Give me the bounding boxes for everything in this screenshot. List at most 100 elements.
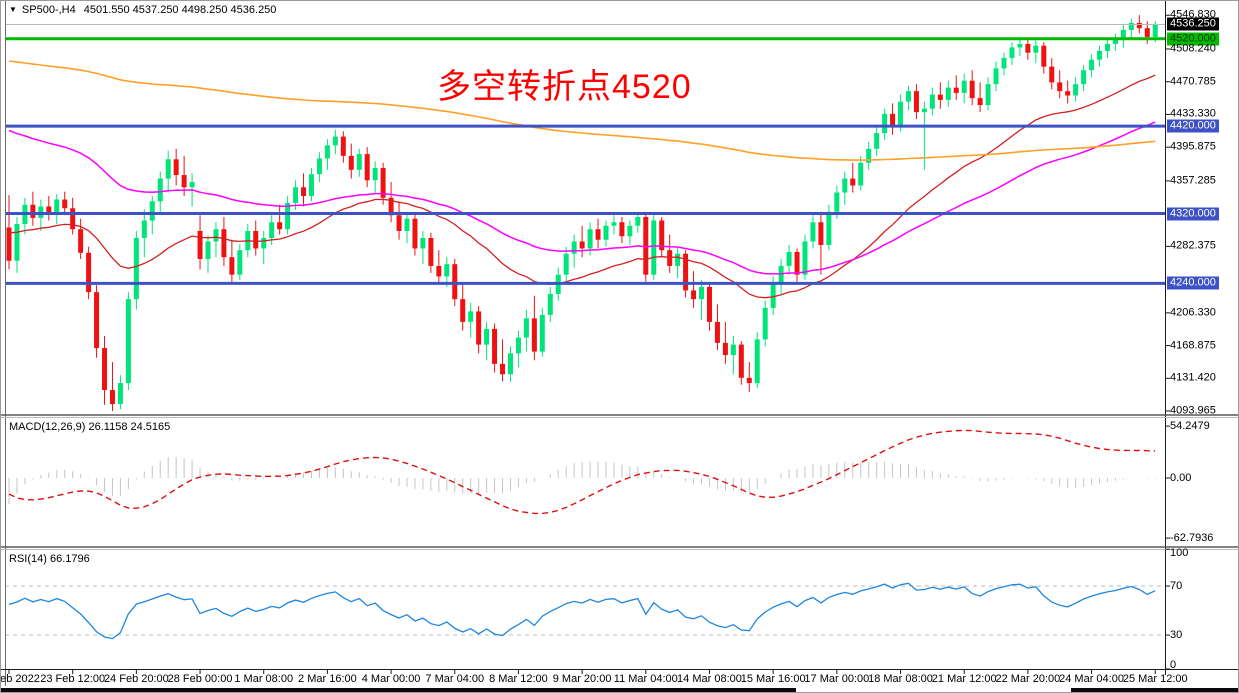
candle-bearish [691, 290, 697, 300]
chart-dropdown-icon[interactable]: ▼ [9, 5, 17, 14]
candle-bullish [1073, 84, 1079, 96]
candle-bullish [961, 80, 967, 93]
candle-bearish [1057, 82, 1063, 92]
time-tick-label: 17 Mar 00:00 [804, 673, 870, 685]
price-level-label-green: 4520.000 [1167, 32, 1219, 46]
candle-bullish [308, 174, 314, 197]
candle-bullish [730, 344, 736, 356]
taskbar-strip-left [1, 688, 796, 692]
price-tick-label: 4206.330 [1170, 306, 1216, 319]
candle-bullish [189, 182, 195, 188]
time-tick-label: 22 Feb 2022 [0, 673, 40, 685]
candle-bullish [205, 241, 211, 259]
candle-bullish [1097, 50, 1103, 60]
chart-title-overlay: ▼ SP500-,H4 4501.550 4537.250 4498.250 453… [9, 4, 276, 16]
candle-bearish [977, 98, 983, 106]
candle-bullish [261, 237, 267, 249]
candle-bullish [14, 223, 20, 261]
candle-bullish [404, 218, 410, 231]
candle-bearish [70, 208, 76, 230]
price-tick-label: 4168.875 [1170, 339, 1216, 352]
price-tick-label: 4093.965 [1170, 404, 1216, 417]
candle-bullish [293, 187, 299, 204]
price-level-label-blue: 4320.000 [1167, 207, 1219, 220]
candle-bearish [953, 87, 959, 93]
candle-bullish [826, 211, 832, 245]
candle-bullish [1009, 47, 1015, 58]
candle-bearish [94, 292, 100, 349]
candle-bullish [1104, 43, 1110, 51]
candle-bearish [277, 222, 283, 230]
price-level-label-blue: 4420.000 [1167, 119, 1219, 133]
ohlc-values: 4501.550 4537.250 4498.250 4536.250 [83, 4, 277, 16]
candle-bearish [428, 237, 434, 266]
candle-bearish [890, 113, 896, 127]
candle-bearish [619, 222, 625, 237]
candle-bearish [500, 363, 506, 375]
price-tick-label: 4395.875 [1170, 140, 1216, 153]
time-tick-label: 11 Mar 04:00 [613, 673, 678, 685]
time-tick-label: 1 Mar 08:00 [234, 673, 294, 685]
time-tick-label: 8 Mar 12:00 [489, 673, 548, 685]
candle-bullish [802, 241, 808, 275]
candle-bullish [157, 178, 163, 202]
pivot-annotation-text[interactable]: 多空转折点4520 [437, 68, 692, 106]
candle-bearish [197, 230, 203, 259]
candle-bullish [866, 148, 872, 163]
time-tick-label: 2 Mar 16:00 [298, 673, 357, 685]
candle-bearish [579, 241, 585, 249]
candle-bearish [746, 377, 752, 384]
candle-bullish [929, 94, 935, 109]
candle-bullish [213, 229, 219, 242]
candle-bearish [1049, 66, 1055, 83]
candle-bearish [436, 265, 442, 277]
time-tick-label: 22 Mar 20:00 [995, 673, 1061, 685]
macd-indicator-label: MACD(12,26,9) 26.1158 24.5165 [9, 421, 171, 433]
macd-tick-label: 0.00 [1170, 472, 1192, 484]
candle-bearish [173, 159, 179, 176]
candle-bullish [269, 222, 275, 238]
candle-bearish [476, 311, 482, 345]
candle-bearish [818, 222, 824, 245]
candle-bullish [149, 201, 155, 221]
candle-bearish [30, 204, 36, 218]
price-level-label-blue: 4240.000 [1167, 276, 1219, 290]
candle-bullish [468, 311, 474, 322]
candle-bearish [1144, 28, 1150, 37]
candle-bullish [834, 192, 840, 212]
price-tick-label: 4131.420 [1170, 371, 1216, 384]
candle-bullish [507, 353, 513, 375]
candle-bearish [229, 257, 235, 275]
candle-bearish [62, 199, 68, 209]
price-tick-label: 4433.330 [1170, 107, 1216, 120]
candle-bearish [492, 328, 498, 364]
candle-bearish [969, 80, 975, 99]
candle-bearish [937, 94, 943, 100]
time-tick-label: 7 Mar 04:00 [425, 673, 485, 685]
candle-bearish [221, 229, 227, 258]
candle-bullish [882, 113, 888, 134]
candle-bullish [1081, 70, 1087, 85]
candle-bullish [985, 84, 991, 106]
time-tick-label: 14 Mar 08:00 [677, 673, 742, 685]
candle-bullish [874, 133, 880, 149]
candle-bullish [921, 108, 927, 113]
candle-bullish [484, 328, 490, 345]
candle-bearish [722, 342, 728, 356]
price-level-label-current: 4536.250 [1167, 17, 1219, 31]
time-tick-label: 23 Feb 12:00 [40, 673, 106, 685]
candle-bearish [380, 168, 386, 198]
candle-bearish [364, 154, 370, 181]
macd-tick-label: 54.2479 [1170, 420, 1210, 433]
time-tick-label: 18 Mar 08:00 [868, 673, 933, 685]
candle-bullish [165, 159, 171, 179]
candle-bearish [412, 218, 418, 249]
rsi-tick-label: 70 [1170, 580, 1183, 593]
candle-bullish [778, 265, 784, 284]
candle-bearish [6, 227, 12, 261]
candle-bullish [699, 286, 705, 300]
candle-bearish [181, 175, 187, 188]
candle-bullish [1120, 29, 1126, 39]
